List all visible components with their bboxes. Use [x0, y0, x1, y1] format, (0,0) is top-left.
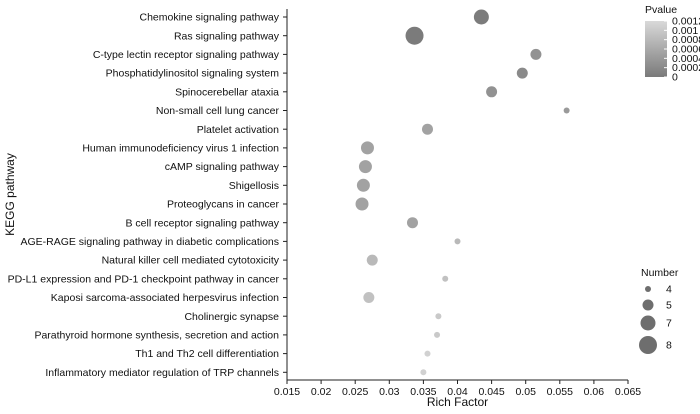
data-point: [486, 86, 498, 98]
pathway-label: PD-L1 expression and PD-1 checkpoint pat…: [8, 273, 280, 285]
data-point: [421, 123, 433, 135]
data-point: [355, 197, 369, 211]
data-point: [442, 275, 449, 282]
pathway-label: C-type lectin receptor signaling pathway: [93, 49, 280, 61]
x-tick-label: 0.065: [615, 386, 641, 398]
x-tick-label: 0.05: [515, 386, 536, 398]
data-point: [363, 292, 375, 303]
size-legend-bubble: [639, 336, 657, 354]
x-tick-label: 0.06: [584, 386, 605, 398]
x-axis-title: Rich Factor: [427, 395, 488, 409]
x-tick-label: 0.015: [274, 386, 300, 398]
size-legend-bubble: [642, 299, 654, 311]
x-tick-label: 0.045: [478, 386, 504, 398]
pathway-label: Chemokine signaling pathway: [140, 12, 280, 24]
pathway-label: Phosphatidylinositol signaling system: [106, 68, 280, 80]
pathway-label: Natural killer cell mediated cytotoxicit…: [102, 255, 280, 267]
size-legend-bubble: [645, 286, 651, 292]
number-legend-title: Number: [641, 267, 679, 279]
data-point: [454, 238, 461, 245]
data-point: [356, 178, 370, 192]
data-point: [405, 26, 424, 45]
pathway-label: B cell receptor signaling pathway: [125, 217, 279, 229]
data-point: [406, 217, 418, 229]
data-point: [358, 160, 372, 174]
colorbar-tick-label: 0.0008: [672, 34, 700, 46]
size-legend-label: 5: [666, 300, 672, 312]
size-legend-bubble: [640, 315, 656, 331]
colorbar-tick-label: 0: [672, 72, 678, 84]
size-legend-label: 7: [666, 318, 672, 330]
x-tick-label: 0.03: [379, 386, 400, 398]
pathway-label: Spinocerebellar ataxia: [175, 86, 279, 98]
data-point: [473, 9, 489, 25]
pvalue-colorbar: [645, 21, 667, 77]
colorbar-tick-label: 0.001: [672, 25, 698, 37]
x-tick-label: 0.035: [410, 386, 436, 398]
data-point: [420, 369, 427, 376]
size-legend-label: 8: [666, 340, 672, 352]
pathway-label: Non-small cell lung cancer: [156, 105, 280, 117]
x-tick-label: 0.025: [342, 386, 368, 398]
pathway-label: Cholinergic synapse: [184, 311, 279, 323]
data-point: [360, 141, 374, 155]
pathway-label: Platelet activation: [197, 124, 279, 136]
colorbar-tick-label: 0.0002: [672, 62, 700, 74]
pathway-label: Kaposi sarcoma-associated herpesvirus in…: [51, 292, 279, 304]
plot-area: Chemokine signaling pathway Ras signaling…: [8, 9, 700, 398]
x-tick-label: 0.04: [447, 386, 468, 398]
pathway-label: AGE-RAGE signaling pathway in diabetic c…: [20, 236, 279, 248]
data-point: [424, 350, 431, 357]
data-point: [516, 67, 528, 79]
data-point: [563, 107, 570, 114]
pathway-label: Inflammatory mediator regulation of TRP …: [45, 367, 279, 379]
x-tick-label: 0.02: [311, 386, 332, 398]
data-point: [435, 313, 442, 320]
pathway-label: cAMP signaling pathway: [165, 161, 280, 173]
pathway-label: Th1 and Th2 cell differentiation: [135, 348, 279, 360]
pathway-label: Proteoglycans in cancer: [167, 199, 280, 211]
data-point: [434, 331, 441, 338]
size-legend-label: 4: [666, 284, 672, 296]
data-point: [366, 254, 378, 266]
pathway-label: Parathyroid hormone synthesis, secretion…: [34, 330, 279, 342]
colorbar-tick-label: 0.0012: [672, 16, 700, 28]
pathway-label: Shigellosis: [229, 180, 279, 192]
y-axis-title: KEGG pathway: [3, 153, 17, 236]
pathway-label: Ras signaling pathway: [174, 30, 280, 42]
pvalue-legend-title: Pvalue: [645, 4, 677, 16]
pathway-label: Human immunodeficiency virus 1 infection: [82, 143, 279, 155]
colorbar-tick-label: 0.0006: [672, 44, 700, 56]
x-tick-label: 0.055: [547, 386, 573, 398]
data-point: [530, 48, 542, 60]
